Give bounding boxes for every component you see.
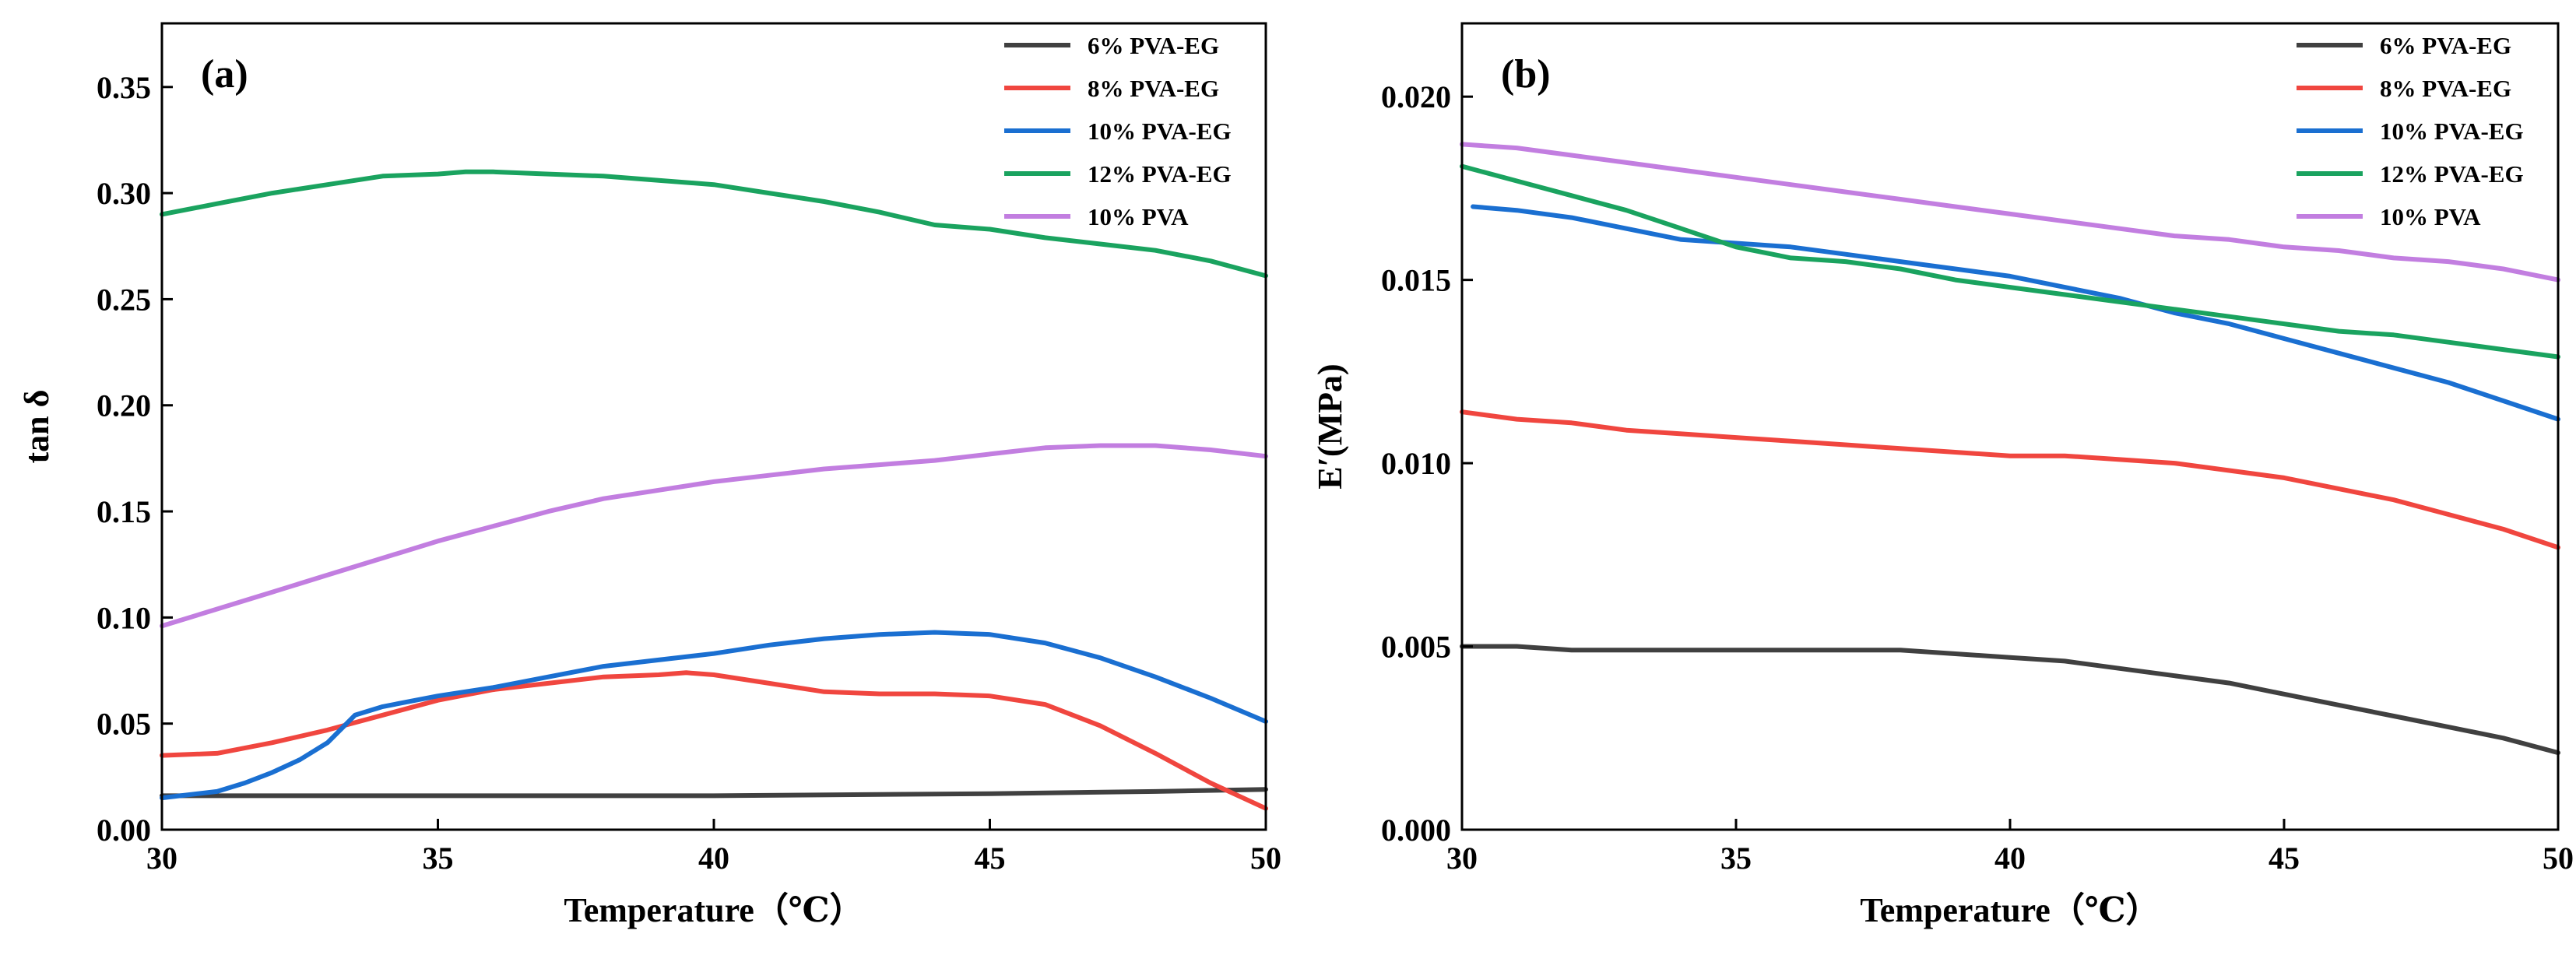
y-tick-label-b: 0.015 bbox=[1381, 263, 1451, 298]
series-line-a-4 bbox=[160, 443, 1268, 629]
y-tick-label-a: 0.30 bbox=[97, 176, 151, 211]
y-tick-label-a: 0.35 bbox=[97, 70, 151, 105]
panel-label-b: (b) bbox=[1501, 52, 1551, 97]
legend-label-b-1: 8% PVA-EG bbox=[2380, 75, 2511, 102]
series-line-b-0 bbox=[1460, 644, 2560, 756]
y-tick-label-b: 0.000 bbox=[1381, 813, 1451, 848]
legend-a: 6% PVA-EG 8% PVA-EG 10% PVA-EG 12% PVA-EG 10… bbox=[1004, 32, 1232, 230]
y-tick-label-b: 0.020 bbox=[1381, 79, 1451, 114]
x-tick-label-a: 50 bbox=[1250, 841, 1281, 876]
legend-label-b-2: 10% PVA-EG bbox=[2380, 118, 2524, 145]
series-line-a-2 bbox=[160, 630, 1268, 801]
legend-label-a-3: 12% PVA-EG bbox=[1088, 160, 1232, 188]
legend-b: 6% PVA-EG 8% PVA-EG 10% PVA-EG 12% PVA-EG 10… bbox=[2297, 32, 2524, 230]
legend-label-a-4: 10% PVA bbox=[1088, 203, 1189, 230]
x-tick-label-a: 40 bbox=[698, 841, 729, 876]
panel-b: 30 35 40 45 50 0.000 0.005 0.010 0.015 0.020 Tempe… bbox=[1311, 22, 2574, 929]
legend-label-b-3: 12% PVA-EG bbox=[2380, 160, 2524, 188]
y-axis-label-b: E′(MPa) bbox=[1311, 363, 1349, 489]
legend-label-a-0: 6% PVA-EG bbox=[1088, 32, 1219, 59]
x-tick-label-b: 30 bbox=[1446, 841, 1478, 876]
panel-a: 30 35 40 45 50 0.00 0.05 0.10 0.15 0.20 0.25 0.30 0.… bbox=[18, 22, 1281, 929]
panel-label-a: (a) bbox=[201, 52, 248, 97]
x-tick-label-b: 40 bbox=[1994, 841, 2026, 876]
y-tick-label-a: 0.15 bbox=[97, 494, 151, 529]
series-line-a-3 bbox=[160, 169, 1268, 279]
x-axis-label-a: Temperature（℃） bbox=[564, 891, 863, 929]
y-tick-label-a: 0.05 bbox=[97, 707, 151, 742]
y-tick-label-a: 0.00 bbox=[97, 813, 151, 848]
x-axis-label-b: Temperature（℃） bbox=[1860, 891, 2160, 929]
y-tick-label-a: 0.10 bbox=[97, 600, 151, 635]
legend-label-a-1: 8% PVA-EG bbox=[1088, 75, 1219, 102]
y-tick-label-a: 0.20 bbox=[97, 388, 151, 423]
y-tick-label-a: 0.25 bbox=[97, 282, 151, 317]
legend-label-b-4: 10% PVA bbox=[2380, 203, 2481, 230]
x-tick-label-a: 30 bbox=[146, 841, 177, 876]
series-line-b-4 bbox=[1460, 142, 2560, 283]
x-tick-label-a: 45 bbox=[975, 841, 1006, 876]
series-line-b-1 bbox=[1460, 409, 2560, 550]
legend-label-a-2: 10% PVA-EG bbox=[1088, 118, 1232, 145]
x-tick-label-b: 50 bbox=[2543, 841, 2574, 876]
y-tick-label-b: 0.005 bbox=[1381, 630, 1451, 665]
series-line-b-2 bbox=[1471, 204, 2560, 422]
series-line-a-0 bbox=[160, 787, 1268, 799]
x-tick-label-b: 35 bbox=[1720, 841, 1752, 876]
x-tick-label-b: 45 bbox=[2268, 841, 2300, 876]
series-line-b-3 bbox=[1460, 163, 2560, 360]
x-tick-label-a: 35 bbox=[423, 841, 454, 876]
y-tick-label-b: 0.010 bbox=[1381, 446, 1451, 481]
series-line-a-1 bbox=[160, 670, 1268, 811]
legend-label-b-0: 6% PVA-EG bbox=[2380, 32, 2511, 59]
y-axis-label-a: tan δ bbox=[18, 390, 56, 464]
